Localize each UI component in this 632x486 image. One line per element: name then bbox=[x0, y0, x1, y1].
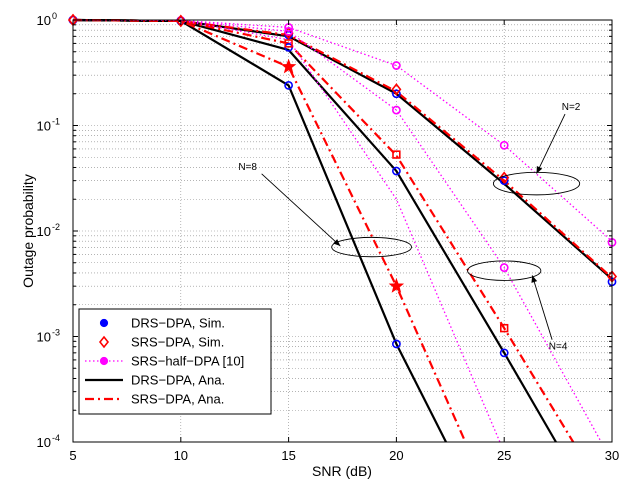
y-tick-exponent: -2 bbox=[52, 222, 60, 232]
series-n2-diamond-point bbox=[391, 83, 402, 96]
legend-label: SRS−half−DPA [10] bbox=[131, 354, 244, 369]
x-tick-label: 10 bbox=[174, 448, 188, 463]
series-n4-circle-point bbox=[391, 166, 401, 176]
annotation-arrow-n4 bbox=[531, 275, 553, 340]
y-tick-label: 10 bbox=[37, 435, 51, 450]
series-n4-circle-point bbox=[284, 26, 293, 36]
x-tick-label: 25 bbox=[497, 448, 511, 463]
series-n4-square-point bbox=[284, 39, 293, 48]
series-n2-circle-point bbox=[391, 61, 401, 70]
annotation-arrowhead-n4 bbox=[531, 275, 538, 283]
series-n4-square-point bbox=[392, 150, 401, 159]
annotation-arrowhead-n8 bbox=[333, 239, 341, 247]
series-n2-circle-point bbox=[499, 176, 509, 186]
series-n2-circle-point bbox=[391, 89, 401, 99]
x-axis-title: SNR (dB) bbox=[312, 463, 372, 479]
series-common-diamond-point bbox=[175, 14, 186, 28]
annotation-arrowhead-n2 bbox=[536, 165, 543, 174]
y-tick-label: 10 bbox=[37, 13, 51, 28]
legend-label: DRS−DPA, Ana. bbox=[131, 373, 225, 388]
series-n2-circle-point bbox=[499, 140, 509, 150]
y-tick-exponent: -3 bbox=[52, 328, 60, 338]
annotation-arrow-n8 bbox=[261, 173, 341, 247]
series-n4-circle-point bbox=[499, 263, 509, 272]
series-n2-diamond-point bbox=[283, 26, 294, 40]
legend-label: SRS−DPA, Ana. bbox=[131, 392, 224, 407]
y-tick-exponent: -4 bbox=[52, 433, 60, 443]
annotation-label-n8: N=8 bbox=[238, 162, 257, 173]
legend-label: SRS−DPA, Sim. bbox=[131, 335, 224, 350]
annotation-ellipse-n2 bbox=[492, 171, 581, 196]
y-tick-label: 10 bbox=[37, 119, 51, 134]
y-tick-exponent: -1 bbox=[52, 117, 60, 127]
legend-label: DRS−DPA, Sim. bbox=[131, 316, 225, 331]
series-n8-star-point bbox=[388, 278, 405, 293]
y-axis-title: Outage probability bbox=[20, 174, 36, 288]
series-n8-dashdot-line bbox=[72, 18, 467, 443]
series-n4-circle-point bbox=[391, 105, 401, 115]
x-tick-label: 20 bbox=[389, 448, 403, 463]
annotation-arrow-n2 bbox=[536, 113, 566, 174]
legend-marker-srs-sim bbox=[98, 335, 110, 349]
series-n8-circle-point bbox=[284, 80, 293, 90]
annotation-label-n2: N=2 bbox=[562, 102, 581, 113]
annotation-label-n4: N=4 bbox=[549, 342, 568, 353]
y-tick-label: 10 bbox=[37, 224, 51, 239]
y-tick-exponent: 0 bbox=[52, 11, 57, 21]
annotations: N=2 N=4 N=8 bbox=[238, 102, 580, 353]
series-n8-circle-point bbox=[391, 339, 401, 349]
series-n2-dotted-line bbox=[72, 19, 613, 242]
x-tick-label: 15 bbox=[281, 448, 295, 463]
series-n8-star-point bbox=[280, 58, 297, 74]
annotation-ellipse-n4 bbox=[467, 260, 542, 281]
legend-box bbox=[78, 308, 272, 415]
legend-marker-half-dpa bbox=[99, 356, 109, 366]
series-n2-diamond-point bbox=[499, 171, 510, 184]
legend: DRS−DPA, Sim. SRS−DPA, Sim. SRS−half−DPA [… bbox=[78, 308, 272, 415]
x-tick-label: 30 bbox=[605, 448, 619, 463]
series-n4-circle-point bbox=[499, 348, 509, 358]
series-n4-square-point bbox=[499, 323, 509, 333]
annotation-ellipse-n8 bbox=[331, 236, 412, 258]
legend-marker-drs-sim bbox=[99, 318, 109, 328]
y-tick-label: 10 bbox=[37, 330, 51, 345]
x-tick-label: 5 bbox=[69, 448, 76, 463]
